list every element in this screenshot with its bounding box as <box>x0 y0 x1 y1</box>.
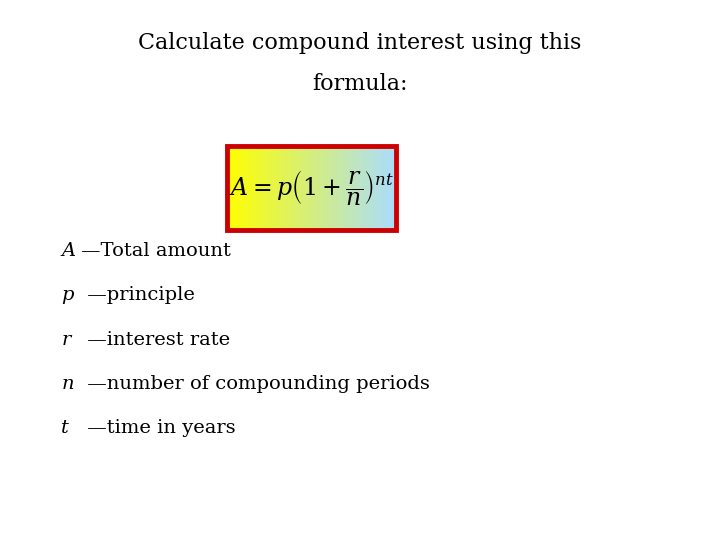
Text: t: t <box>61 419 69 437</box>
Text: p: p <box>61 286 73 305</box>
Text: —time in years: —time in years <box>81 419 236 437</box>
Text: —Total amount: —Total amount <box>81 242 231 260</box>
Text: $A = p\left(1+\dfrac{r}{n}\right)^{nt}$: $A = p\left(1+\dfrac{r}{n}\right)^{nt}$ <box>229 168 394 207</box>
Text: Calculate compound interest using this: Calculate compound interest using this <box>138 32 582 54</box>
Text: —principle: —principle <box>81 286 195 305</box>
Text: —interest rate: —interest rate <box>81 330 230 349</box>
Text: n: n <box>61 375 73 393</box>
Text: r: r <box>61 330 71 349</box>
Text: formula:: formula: <box>312 73 408 94</box>
Bar <box>227 146 396 230</box>
Text: —number of compounding periods: —number of compounding periods <box>81 375 431 393</box>
Text: A: A <box>61 242 76 260</box>
